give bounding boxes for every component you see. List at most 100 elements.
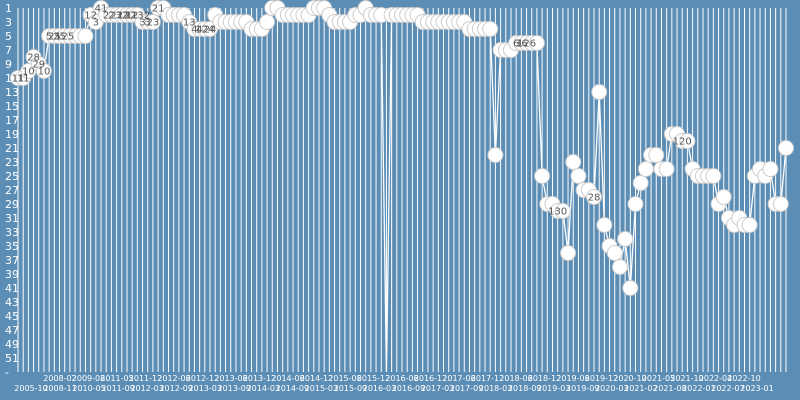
x-tick-label: 2016-06 xyxy=(385,374,418,383)
point-label: 120 xyxy=(673,137,692,148)
y-axis: 1357911131517192123252729313335373941434… xyxy=(5,2,19,379)
data-point xyxy=(482,21,499,37)
x-tick-label: 2011-12 xyxy=(129,374,162,383)
x-tick-label: 2022-04 xyxy=(699,374,732,383)
point-label: 10 xyxy=(22,67,35,78)
x-tick-label: 2012-12 xyxy=(186,374,219,383)
point-label: 21 xyxy=(152,4,165,15)
data-point xyxy=(772,196,789,212)
data-point xyxy=(534,168,551,184)
point-label: 25 xyxy=(48,32,61,43)
x-tick-label: 2012-09 xyxy=(159,384,192,393)
x-tick-label: 2020-10 xyxy=(613,374,646,383)
point-label: 11 xyxy=(12,74,25,85)
data-point xyxy=(35,63,52,79)
y-tick-label: 47 xyxy=(5,324,19,337)
point-label: 2 xyxy=(103,11,109,22)
point-label: 13 xyxy=(183,18,196,29)
data-point xyxy=(648,147,665,163)
point-label: 25 xyxy=(53,32,66,43)
x-tick-label: 2012-06 xyxy=(157,374,190,383)
y-tick-label: 15 xyxy=(5,100,19,113)
y-tick-label: 1 xyxy=(5,2,12,15)
point-label: 124 xyxy=(195,25,214,36)
x-tick-label: 2021-05 xyxy=(642,374,675,383)
x-tick-label: 2014-12 xyxy=(300,374,333,383)
y-tick-label: 41 xyxy=(5,282,19,295)
x-tick-label: 2014-03 xyxy=(247,384,280,393)
data-point xyxy=(606,245,623,261)
data-point xyxy=(715,189,732,205)
data-point xyxy=(565,154,582,170)
data-point xyxy=(487,147,504,163)
grid-lines xyxy=(17,8,787,372)
y-tick-label: 17 xyxy=(5,114,19,127)
point-label: 32 xyxy=(115,11,128,22)
data-point xyxy=(591,84,608,100)
point-label: 28 xyxy=(588,193,601,204)
x-tick-label: 2014-06 xyxy=(271,374,304,383)
x-tick-label: 2022-01 xyxy=(682,384,715,393)
x-tick-label: 2008-02 xyxy=(43,374,76,383)
x-tick-label: 2019-06 xyxy=(556,374,589,383)
x-tick-label: 2016-03 xyxy=(363,384,396,393)
x-tick-label: 2018-12 xyxy=(528,374,561,383)
y-tick-label: 21 xyxy=(5,142,19,155)
x-tick-label: 2011-05 xyxy=(100,374,133,383)
x-tick-label: 2017-03 xyxy=(421,384,454,393)
y-tick-label: 33 xyxy=(5,226,19,239)
x-tick-label: 2019-09 xyxy=(566,384,599,393)
y-tick-label: 49 xyxy=(5,338,19,351)
y-tick-label: 51 xyxy=(5,352,19,365)
point-label: 1132 xyxy=(125,11,150,22)
point-label: 28 xyxy=(27,53,40,64)
data-point xyxy=(705,168,722,184)
y-tick-label: 23 xyxy=(5,156,19,169)
x-tick-label: 2018-09 xyxy=(508,384,541,393)
data-point xyxy=(586,189,602,205)
y-tick-label: - xyxy=(5,366,9,379)
x-axis: 2005-102008-112010-052011-092012-032012-… xyxy=(14,374,773,393)
point-label: 29 xyxy=(32,60,45,71)
x-tick-label: 2019-12 xyxy=(585,374,618,383)
point-label: 4 xyxy=(196,25,202,36)
x-tick-label: 2008-11 xyxy=(43,384,76,393)
point-label: 125 xyxy=(55,32,74,43)
x-tick-label: 2015-12 xyxy=(357,374,390,383)
data-point xyxy=(617,231,634,247)
y-tick-label: 3 xyxy=(5,16,12,29)
y-tick-label: 31 xyxy=(5,212,19,225)
point-label: 3 xyxy=(93,18,99,29)
x-tick-label: 2018-03 xyxy=(479,384,512,393)
x-tick-label: 2018-06 xyxy=(499,374,532,383)
y-tick-label: 39 xyxy=(5,268,19,281)
x-tick-label: 2016-12 xyxy=(414,374,447,383)
x-tick-label: 2021-10 xyxy=(670,374,703,383)
data-point xyxy=(560,245,577,261)
data-point xyxy=(741,217,758,233)
x-tick-label: 2019-03 xyxy=(537,384,570,393)
point-label: 130 xyxy=(548,207,567,218)
x-tick-label: 2016-09 xyxy=(392,384,425,393)
data-point xyxy=(762,161,779,177)
x-tick-label: 2014-09 xyxy=(276,384,309,393)
x-tick-label: 2017-06 xyxy=(442,374,475,383)
y-tick-label: 27 xyxy=(5,184,19,197)
x-tick-label: 2021-08 xyxy=(653,384,686,393)
data-point xyxy=(611,259,628,275)
x-tick-label: 2009-08 xyxy=(72,374,105,383)
x-tick-label: 2013-09 xyxy=(218,384,251,393)
x-tick-label: 2021-02 xyxy=(624,384,657,393)
point-label: 24 xyxy=(204,25,217,36)
x-tick-label: 2012-03 xyxy=(130,384,163,393)
data-point xyxy=(658,161,675,177)
x-tick-label: 2013-06 xyxy=(214,374,247,383)
y-tick-label: 13 xyxy=(5,86,19,99)
data-point xyxy=(528,35,545,51)
x-tick-label: 2022-07 xyxy=(711,384,744,393)
data-point xyxy=(622,280,639,296)
x-tick-label: 2013-03 xyxy=(189,384,222,393)
x-tick-label: 2010-05 xyxy=(72,384,105,393)
data-point xyxy=(259,14,276,30)
